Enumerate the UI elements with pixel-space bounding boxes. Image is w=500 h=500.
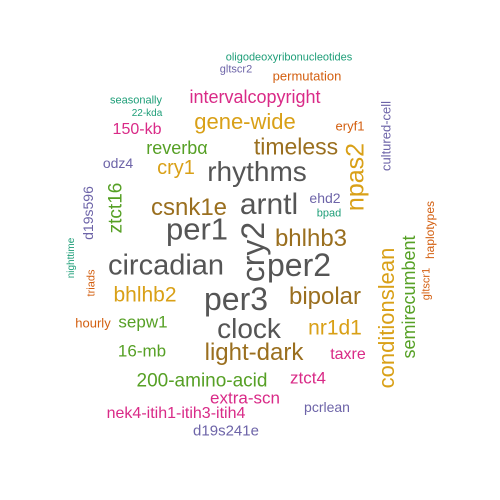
word-26: intervalcopyright — [189, 87, 321, 107]
word-17: bhlhb2 — [113, 283, 177, 307]
word-4: per3 — [203, 281, 269, 317]
word-49: oligodeoxyribonucleotides — [225, 51, 353, 64]
word-35: haplotypes — [423, 200, 437, 260]
word-45: bpad — [316, 207, 342, 220]
word-3: per2 — [266, 247, 332, 283]
word-24: 16-mb — [117, 341, 167, 361]
word-30: extra-scn — [210, 388, 280, 408]
word-47: 22-kda — [131, 108, 163, 119]
word-19: cry1 — [157, 157, 195, 179]
word-7: rhythms — [207, 156, 307, 187]
word-14: npas2 — [341, 142, 370, 212]
word-1: per1 — [165, 211, 229, 247]
word-41: d19s596 — [80, 186, 96, 240]
word-6: circadian — [107, 249, 225, 282]
word-5: arntl — [239, 188, 299, 221]
word-36: triads — [85, 269, 98, 297]
word-33: permutation — [272, 68, 342, 84]
word-12: bipolar — [288, 283, 362, 310]
word-20: 200-amino-acid — [136, 370, 268, 392]
word-44: gltscr2 — [219, 63, 253, 76]
word-22: ztct16 — [105, 182, 127, 234]
word-27: 150-kb — [112, 121, 162, 138]
word-23: reverbα — [146, 138, 208, 158]
word-21: semirecumbent — [399, 235, 419, 359]
word-32: eryf1 — [335, 118, 365, 134]
word-28: taxre — [330, 346, 366, 363]
word-34: hourly — [75, 315, 111, 331]
word-31: nek4-itih1-itih3-itih4 — [106, 405, 246, 422]
word-29: ztct4 — [290, 368, 326, 388]
word-40: ehd2 — [309, 190, 341, 206]
word-42: pcrlean — [304, 399, 350, 415]
word-9: bhlhb3 — [274, 225, 348, 252]
word-2: cry2 — [235, 221, 271, 283]
word-18: nr1d1 — [308, 316, 362, 340]
word-46: seasonally — [110, 94, 162, 107]
word-13: light-dark — [204, 339, 304, 366]
word-37: gltscr1 — [420, 267, 433, 301]
word-38: cultured-cell — [378, 100, 394, 172]
word-39: odz4 — [102, 155, 134, 171]
word-15: conditionslean — [374, 247, 399, 389]
word-48: nighttime — [66, 237, 77, 279]
word-11: csnk1e — [150, 194, 228, 221]
word-10: timeless — [253, 133, 339, 160]
word-43: d19s241e — [193, 422, 259, 440]
word-25: sepw1 — [118, 312, 168, 332]
word-16: gene-wide — [194, 109, 296, 134]
word-8: clock — [217, 313, 281, 344]
